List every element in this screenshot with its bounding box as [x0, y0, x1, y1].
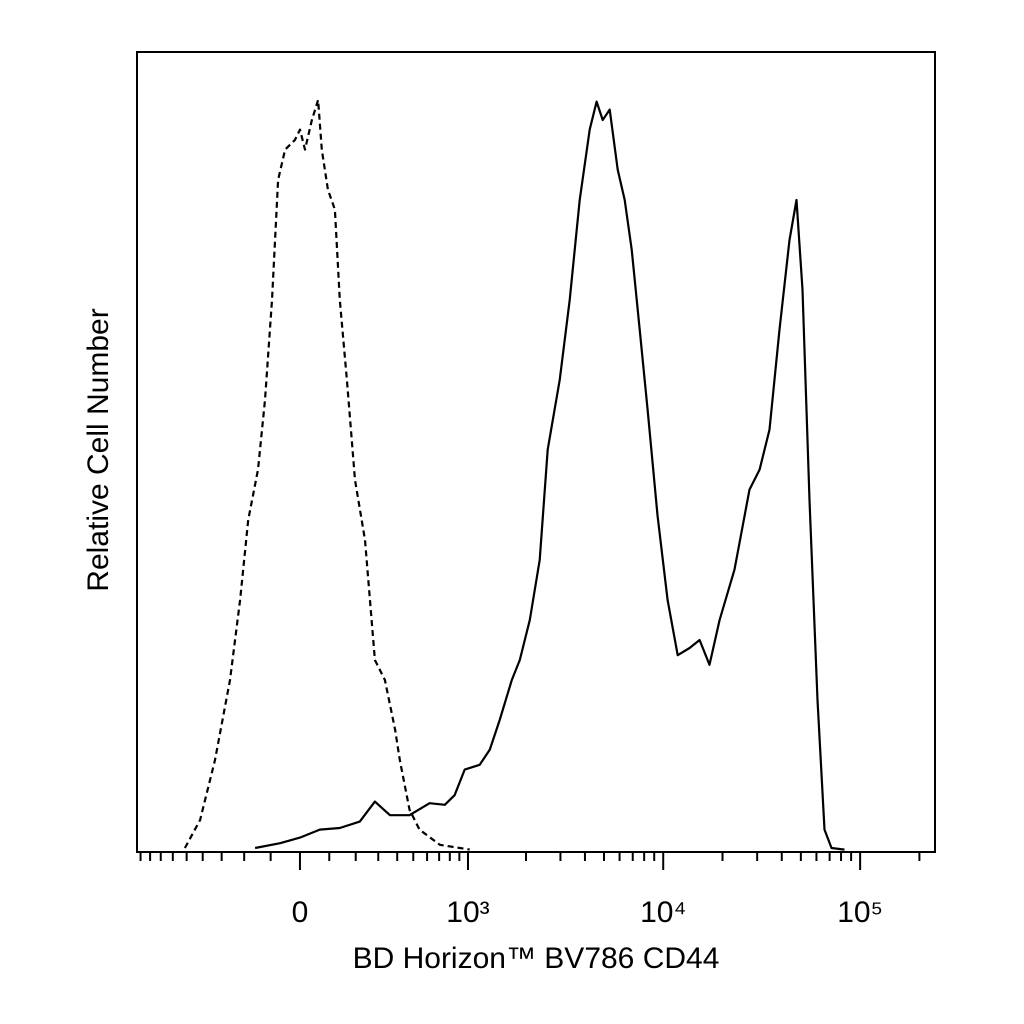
x-tick-label: 10³	[446, 896, 489, 929]
histogram-line	[254, 100, 845, 851]
x-tick-label: 10⁴	[640, 896, 686, 929]
x-tick-label: 10⁵	[837, 896, 883, 929]
y-axis-label: Relative Cell Number	[82, 308, 115, 591]
histogram-line	[183, 98, 470, 851]
x-tick-label: 0	[292, 896, 309, 929]
plot-frame	[136, 51, 936, 853]
x-axis-label: BD Horizon™ BV786 CD44	[353, 942, 720, 975]
